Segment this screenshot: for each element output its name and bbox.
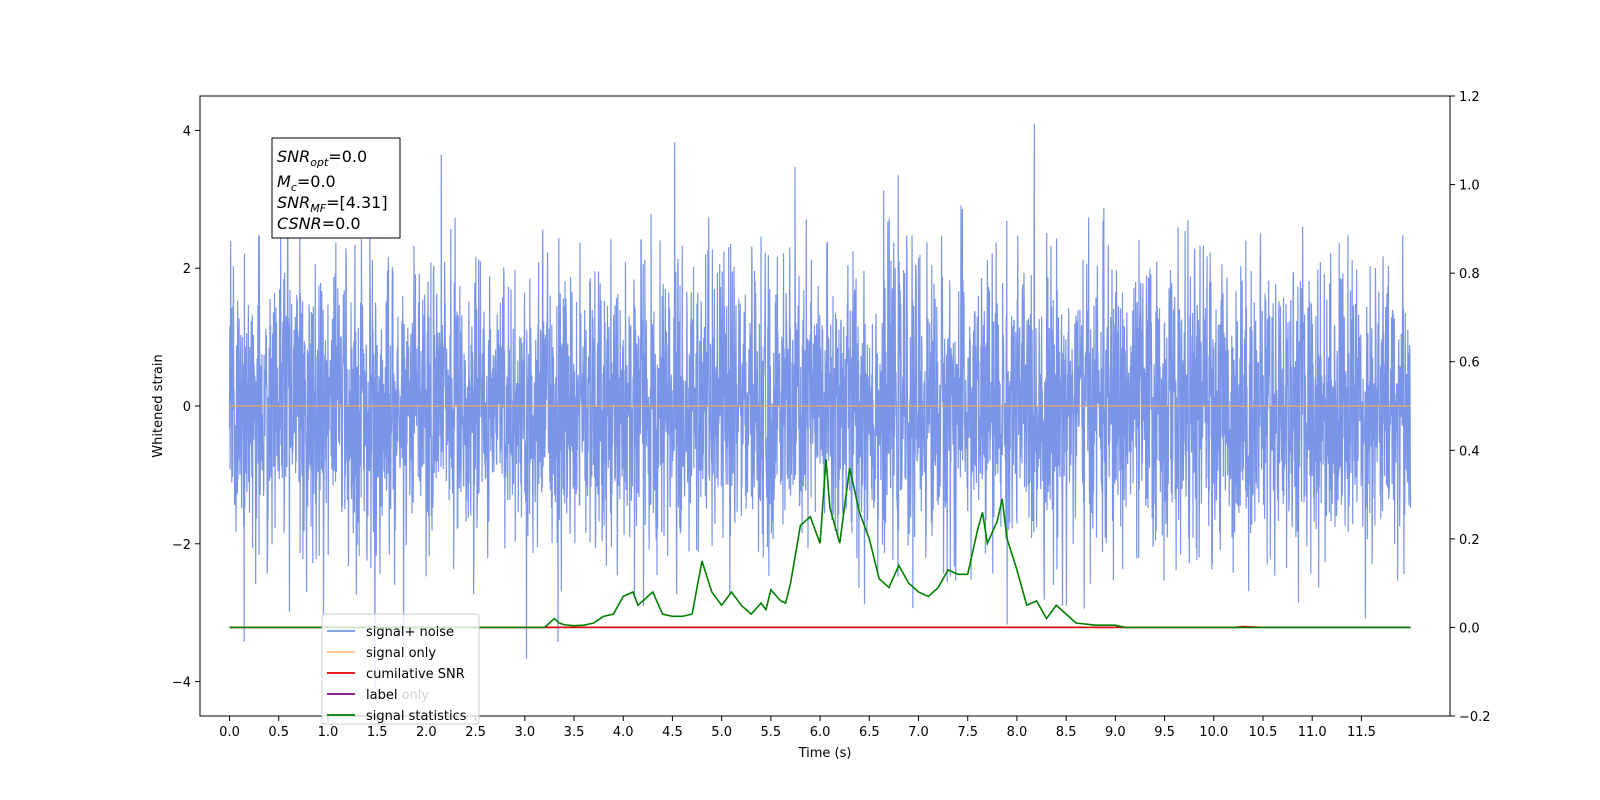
x-tick-label: 1.0: [318, 725, 339, 740]
y-right-tick-label: 1.2: [1459, 90, 1480, 105]
x-tick-label: 9.0: [1105, 725, 1126, 740]
y-left-tick-label: −4: [172, 676, 191, 691]
info-box: SNRopt=0.0 Mc=0.0 SNRMF=[4.31] CSNR=0.0: [271, 137, 401, 239]
x-tick-label: 9.5: [1154, 725, 1175, 740]
y-axis-right: 1.2 1.0 0.8 0.6 0.4 0.2 0.0 −0.2: [1450, 90, 1491, 725]
y-left-tick-label: 2: [183, 262, 191, 277]
x-tick-label: 5.0: [711, 725, 732, 740]
y-left-tick-label: 0: [183, 400, 191, 415]
y-axis-left: 4 2 0 −2 −4: [172, 124, 200, 691]
x-tick-label: 0.5: [268, 725, 289, 740]
legend-label-label: label: [366, 688, 397, 703]
x-tick-label: 5.5: [761, 725, 782, 740]
y-axis-label: Whitened strain: [151, 354, 166, 457]
x-tick-label: 11.0: [1298, 725, 1327, 740]
series-line-signal-statistics: [229, 459, 1411, 629]
y-left-tick-label: −2: [172, 538, 191, 553]
x-tick-label: 4.5: [662, 725, 683, 740]
info-box-frame: [271, 137, 401, 239]
x-tick-label: 11.5: [1347, 725, 1376, 740]
y-left-tick-label: 4: [183, 124, 191, 139]
x-tick-label: 2.0: [416, 725, 437, 740]
y-right-tick-label: 0.0: [1459, 621, 1480, 636]
x-tick-label: 8.0: [1007, 725, 1028, 740]
x-axis: 0.0 0.5 1.0 1.5 2.0 2.5 3.0 3.5 4.0 4.5 5.0 5.5 6.0 6…: [219, 716, 1376, 740]
legend-label-signal-noise: signal+ noise: [366, 625, 454, 640]
y-right-tick-label: 0.6: [1459, 356, 1480, 371]
legend: signal+ noise signal only cumilative SNR la…: [321, 613, 480, 725]
y-right-tick-label: 0.2: [1459, 533, 1480, 548]
info-csnr: CSNR=0.0: [277, 214, 361, 233]
y-right-tick-label: 0.8: [1459, 267, 1480, 282]
series-line-signal-noise: [228, 123, 1412, 689]
x-tick-label: 6.5: [859, 725, 880, 740]
x-axis-label: Time (s): [798, 746, 852, 761]
x-tick-label: 1.5: [367, 725, 388, 740]
y-right-tick-label: 1.0: [1459, 179, 1480, 194]
x-tick-label: 10.0: [1199, 725, 1228, 740]
x-tick-label: 8.5: [1056, 725, 1077, 740]
info-snr-mf: SNRMF=[4.31]: [277, 193, 388, 215]
x-tick-label: 4.0: [613, 725, 634, 740]
x-tick-label: 10.5: [1249, 725, 1278, 740]
x-tick-label: 6.0: [810, 725, 831, 740]
legend-label-cumulative-snr: cumilative SNR: [366, 667, 465, 682]
info-snr-opt: SNRopt=0.0: [277, 147, 367, 169]
x-tick-label: 3.5: [564, 725, 585, 740]
y-right-tick-label: 0.4: [1459, 444, 1480, 459]
x-tick-label: 0.0: [219, 725, 240, 740]
legend-frame: [321, 613, 480, 725]
y-right-tick-label: −0.2: [1459, 710, 1491, 725]
x-tick-label: 3.0: [514, 725, 535, 740]
x-tick-label: 2.5: [465, 725, 486, 740]
legend-label-signal-statistics: signal statistics: [366, 709, 467, 724]
info-mc: Mc=0.0: [277, 172, 336, 194]
legend-label-signal-only: signal only: [366, 646, 436, 661]
x-tick-label: 7.5: [957, 725, 978, 740]
x-tick-label: 7.0: [908, 725, 929, 740]
legend-label-label-only: label only: [366, 688, 429, 703]
